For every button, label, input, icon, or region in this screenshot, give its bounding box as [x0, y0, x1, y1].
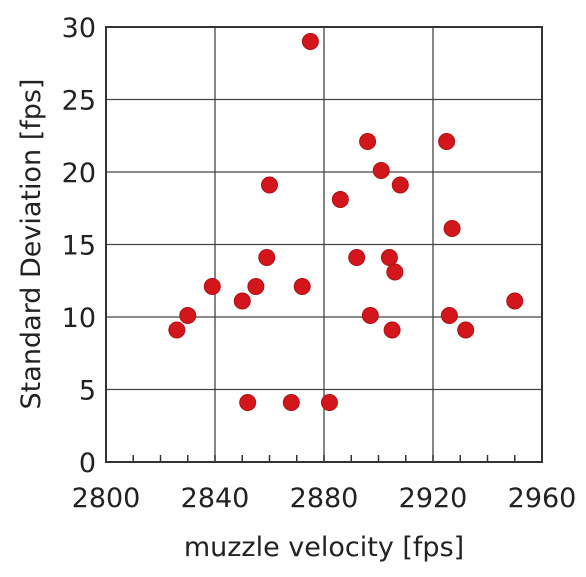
data-point	[348, 249, 366, 267]
data-point	[380, 249, 398, 267]
plot-frame	[105, 26, 543, 463]
data-point	[386, 263, 404, 281]
data-point	[331, 191, 349, 209]
labels-layer: 2800 2840 2880 2920 2960 0 5 10 15 20 25 30	[62, 13, 577, 514]
y-tick-label: 20	[62, 158, 96, 189]
y-axis-title: Standard Deviation [fps]	[16, 79, 47, 410]
data-point	[359, 133, 377, 151]
data-point	[440, 307, 458, 325]
data-point	[258, 249, 276, 267]
data-point	[301, 33, 319, 50]
data-point	[179, 307, 197, 325]
data-point	[443, 220, 461, 238]
y-tick-label: 10	[62, 303, 96, 334]
y-tick-label: 5	[79, 376, 96, 407]
x-tick-label: 2960	[508, 483, 577, 514]
data-point	[247, 278, 265, 296]
x-tick-label: 2880	[290, 483, 359, 514]
data-point	[282, 394, 300, 412]
data-point	[168, 321, 186, 339]
data-point	[320, 394, 338, 412]
y-tick-label: 25	[62, 86, 96, 117]
data-point	[457, 321, 475, 339]
y-tick-label: 0	[79, 448, 96, 479]
points-layer	[168, 33, 524, 412]
x-tick-label: 2840	[181, 483, 250, 514]
data-point	[506, 292, 524, 310]
data-point	[383, 321, 401, 339]
data-point	[203, 278, 221, 296]
x-axis-title: muzzle velocity [fps]	[184, 532, 464, 563]
data-point	[239, 394, 257, 412]
data-point	[293, 278, 311, 296]
data-point	[438, 133, 456, 151]
x-tick-label: 2800	[72, 483, 141, 514]
data-point	[372, 162, 390, 180]
y-tick-label: 30	[62, 13, 96, 44]
x-tick-label: 2920	[399, 483, 468, 514]
data-point	[261, 176, 278, 194]
data-point	[391, 176, 409, 194]
data-point	[233, 292, 251, 310]
data-point	[361, 307, 379, 325]
ticks-layer	[105, 455, 543, 462]
grid-layer	[106, 27, 542, 462]
y-tick-label: 15	[62, 231, 96, 262]
